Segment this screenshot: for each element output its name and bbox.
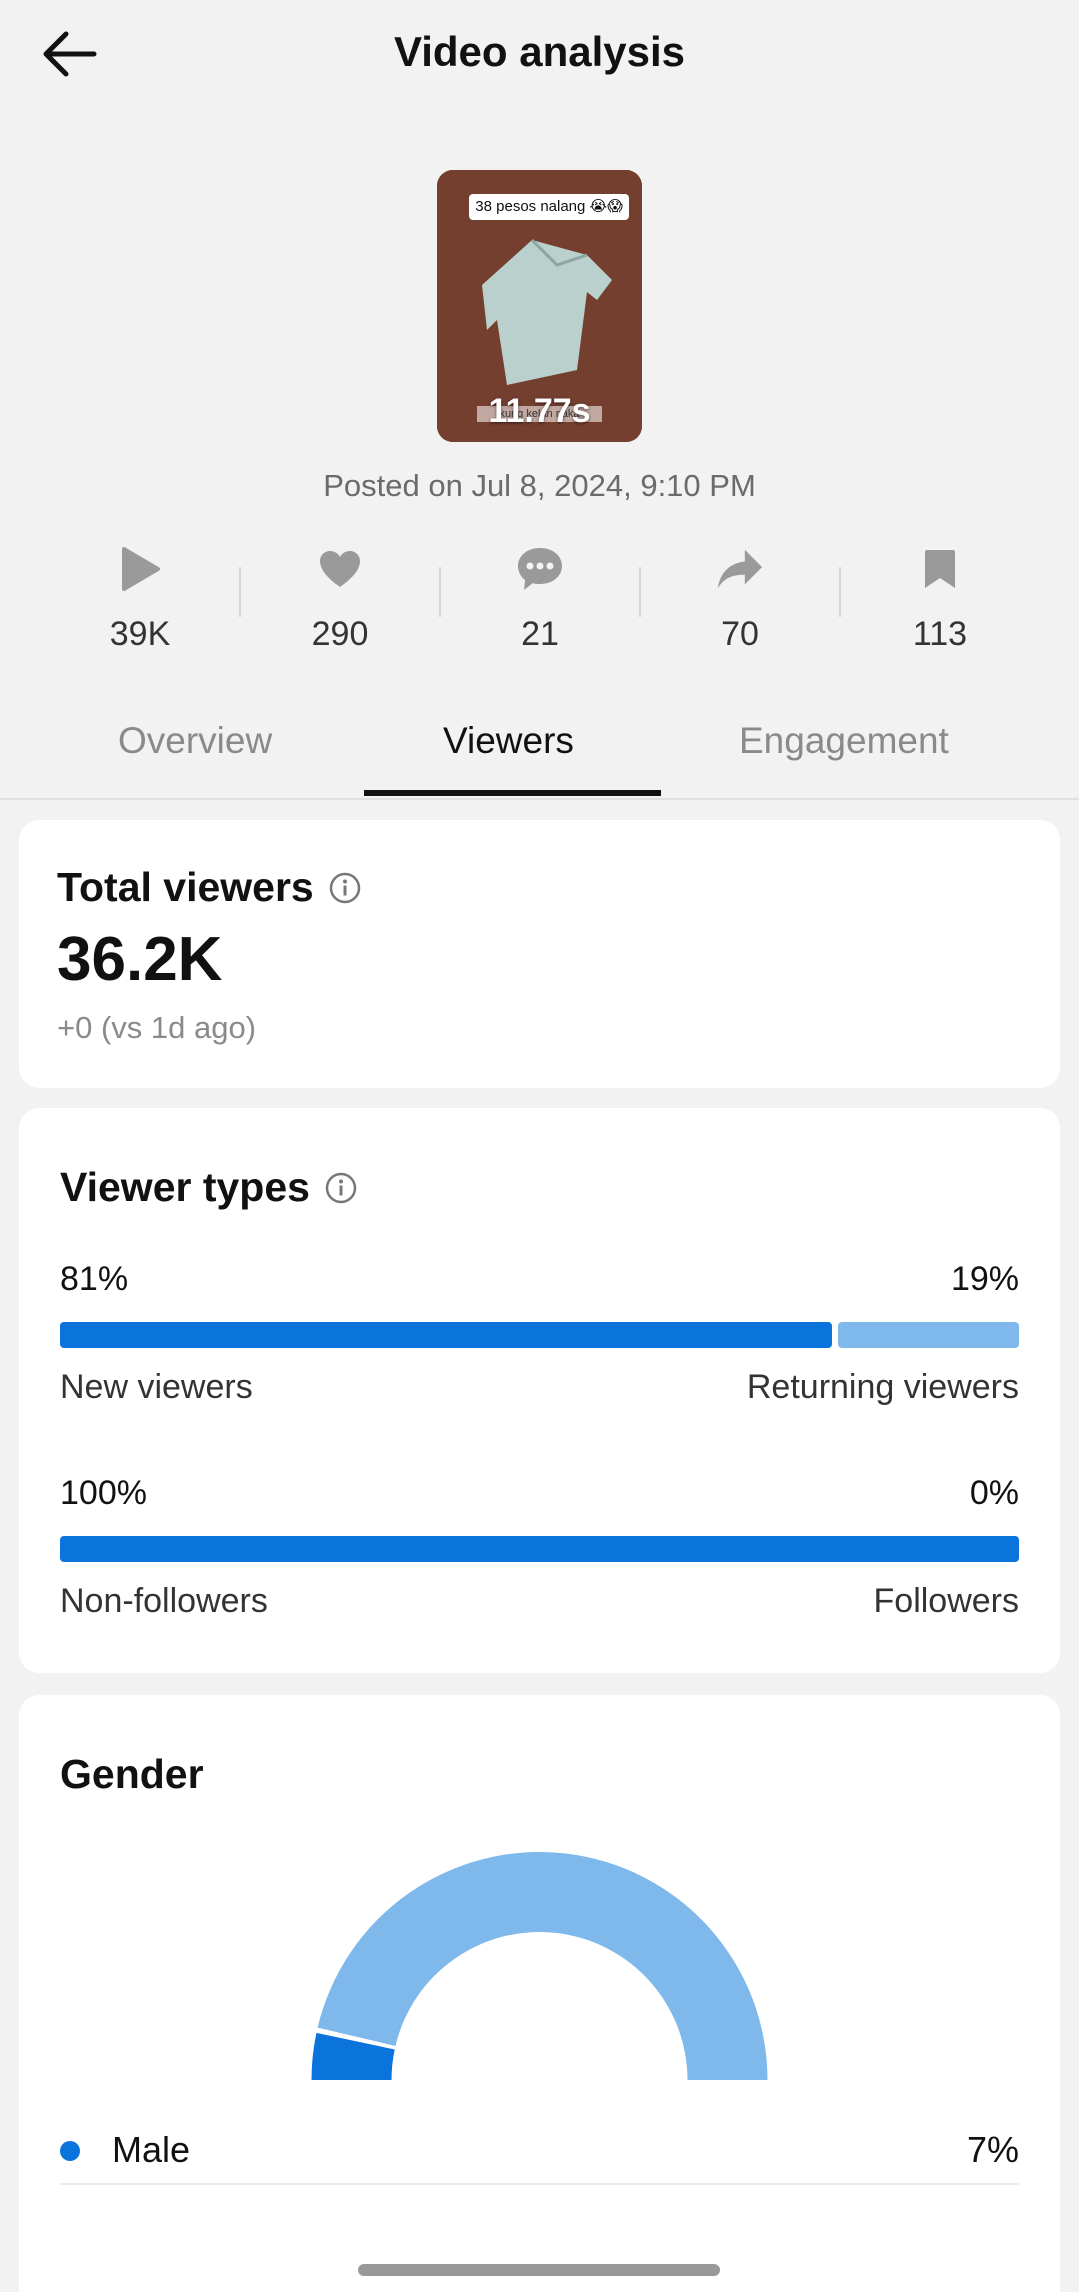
stat-likes: 290 [239,545,440,665]
heart-icon [320,551,360,587]
stat-value: 290 [311,615,369,653]
stat-views: 39K [40,545,240,665]
male-dot [60,2141,80,2161]
stat-value: 39K [109,615,171,653]
page-title: Video analysis [393,28,686,75]
new-vs-returning-bar [60,1322,1019,1348]
tab-bar: Overview Viewers Engagement [0,720,1079,800]
divider [239,567,241,617]
total-viewers-value: 36.2K [57,925,223,994]
arrow-left-icon [43,31,97,77]
new-viewers-bar [60,1322,832,1348]
stat-value: 113 [912,615,968,653]
video-duration: 11.77s [488,392,591,430]
home-indicator[interactable] [358,2264,720,2276]
viewer-types-title: Viewer types [60,1164,310,1210]
info-icon[interactable] [328,871,362,905]
stats-row: 39K 290 21 70 113 [40,545,1040,665]
bookmark-icon [925,550,955,588]
returning-viewers-label: Returning viewers [746,1368,1019,1406]
non-followers-bar [60,1536,1019,1562]
stat-comments: 21 [439,545,640,665]
total-viewers-card: Total viewers 36.2K +0 (vs 1d ago) [19,820,1060,1088]
tab-engagement[interactable]: Engagement [739,720,949,761]
stat-saves: 113 [839,545,1040,665]
total-viewers-delta: +0 (vs 1d ago) [57,1010,257,1045]
gender-title: Gender [60,1751,204,1797]
legend-row-male: Male 7% [60,2125,1019,2185]
gender-card: Gender Male 7% [19,1695,1060,2292]
video-caption: 38 pesos nalang 😭😱 [469,194,629,220]
tab-overview[interactable]: Overview [118,720,273,761]
male-label: Male [112,2129,191,2170]
comment-icon [518,548,562,590]
info-icon[interactable] [324,1171,358,1205]
stat-shares: 70 [639,545,840,665]
total-viewers-heading: Total viewers [57,864,362,911]
share-icon [717,549,763,589]
followers-label: Followers [873,1582,1019,1620]
stat-value: 70 [721,615,759,653]
male-arc [311,2032,395,2080]
video-subtitle: kung kelan naka [477,406,602,422]
non-followers-pct: 100% [60,1474,147,1512]
video-thumbnail[interactable]: 38 pesos nalang 😭😱 kung kelan naka 11.77… [437,170,642,442]
divider [639,567,641,617]
returning-viewers-bar [837,1322,1019,1348]
male-pct: 7% [966,2129,1019,2170]
total-viewers-title: Total viewers [57,864,314,910]
back-button[interactable] [38,26,102,82]
active-tab-indicator [364,790,661,796]
female-arc [317,1851,768,2080]
play-icon [122,547,160,591]
stat-value: 21 [521,615,559,653]
followers-pct: 0% [969,1474,1019,1512]
non-followers-label: Non-followers [60,1582,268,1620]
divider [439,567,441,617]
followers-bar [60,1536,1019,1562]
new-viewers-pct: 81% [60,1260,129,1298]
header: Video analysis [0,0,1079,110]
returning-viewers-pct: 19% [950,1260,1019,1298]
viewer-types-heading: Viewer types [60,1164,358,1211]
viewer-types-card: Viewer types 81% 19% New viewers Returni… [19,1108,1060,1673]
gender-donut-chart [311,1851,768,2080]
new-viewers-label: New viewers [60,1368,253,1406]
tab-viewers[interactable]: Viewers [443,720,574,761]
posted-date: Posted on Jul 8, 2024, 9:10 PM [323,468,756,503]
divider [839,567,841,617]
